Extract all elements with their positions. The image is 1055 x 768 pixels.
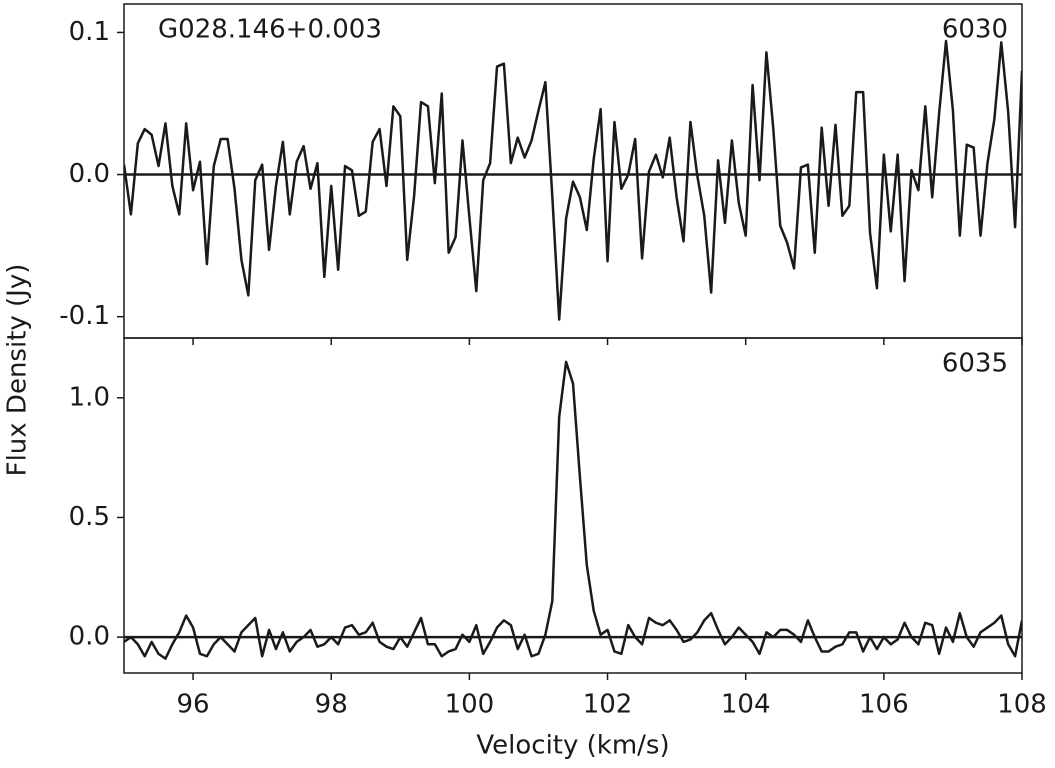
x-tick-label: 104 xyxy=(721,690,771,720)
y-tick-label: 0.1 xyxy=(69,17,110,47)
x-tick-label: 96 xyxy=(177,690,210,720)
x-tick-label: 100 xyxy=(445,690,495,720)
y-axis-label: Flux Density (Jy) xyxy=(3,264,33,477)
x-tick-label: 108 xyxy=(997,690,1047,720)
source-name: G028.146+0.003 xyxy=(158,15,382,45)
spectrum-line xyxy=(124,360,1022,660)
panel-label: 6030 xyxy=(942,15,1008,45)
panel-label: 6035 xyxy=(942,349,1008,379)
y-tick-label: -0.1 xyxy=(59,301,110,331)
y-tick-label: 0.0 xyxy=(69,622,110,652)
x-tick-label: 106 xyxy=(859,690,909,720)
x-axis-label: Velocity (km/s) xyxy=(476,731,669,761)
x-tick-label: 102 xyxy=(583,690,633,720)
y-tick-label: 0.0 xyxy=(69,159,110,189)
axes-frame xyxy=(123,337,1023,674)
x-tick-label: 98 xyxy=(315,690,348,720)
spectrum-line xyxy=(124,39,1022,321)
y-tick-label: 1.0 xyxy=(69,382,110,412)
y-tick-label: 0.5 xyxy=(69,502,110,532)
